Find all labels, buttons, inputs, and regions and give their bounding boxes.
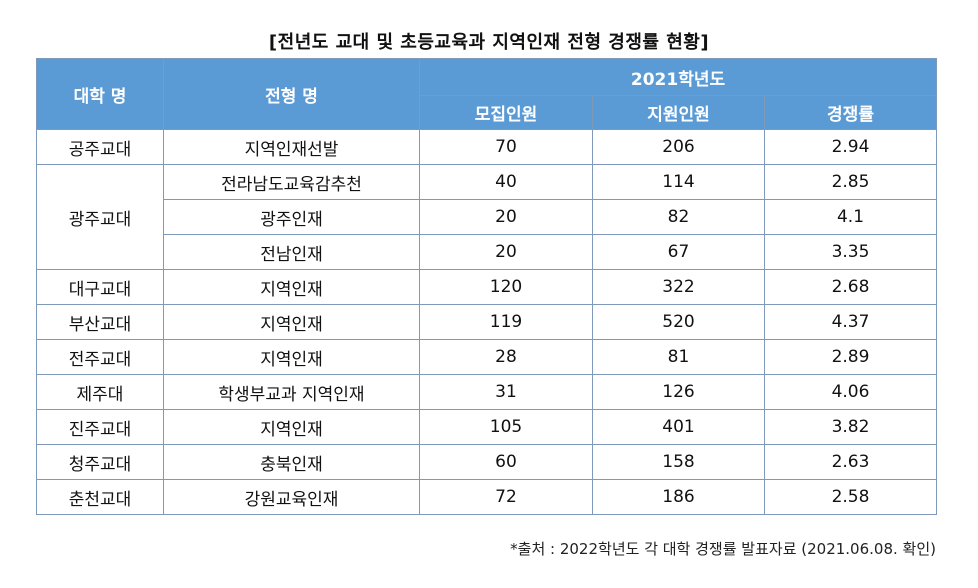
- cell-admission-type: 전남인재: [163, 234, 420, 270]
- table-row: 광주교대 전라남도교육감추천 40 114 2.85: [36, 164, 938, 270]
- cell-recruit: 105: [419, 409, 593, 445]
- header-admission-type: 전형 명: [163, 58, 420, 130]
- cell-admission-type: 학생부교과 지역인재: [163, 374, 420, 410]
- cell-ratio: 3.82: [763, 409, 938, 445]
- cell-applicants: 82: [592, 199, 765, 235]
- cell-applicants: 126: [592, 374, 765, 410]
- cell-recruit: 70: [419, 129, 593, 165]
- table-row: 대구교대 지역인재 120 322 2.68: [36, 269, 938, 305]
- cell-university: 제주대: [36, 374, 164, 410]
- cell-admission-type: 충북인재: [163, 444, 420, 480]
- cell-university: 청주교대: [36, 444, 164, 480]
- cell-admission-type: 전라남도교육감추천: [163, 164, 420, 200]
- table-title: [전년도 교대 및 초등교육과 지역인재 전형 경쟁률 현황]: [268, 32, 710, 53]
- cell-recruit: 120: [419, 269, 593, 305]
- table-row: 공주교대 지역인재선발 70 206 2.94: [36, 129, 938, 165]
- header-row-top: 대학 명 전형 명 2021학년도: [36, 58, 938, 130]
- cell-applicants: 186: [592, 479, 765, 515]
- cell-university: 전주교대: [36, 339, 164, 375]
- cell-ratio: 4.37: [763, 304, 938, 340]
- header-row-sub: 모집인원 지원인원 경쟁률: [37, 95, 938, 130]
- cell-university: 광주교대: [36, 164, 164, 270]
- cell-admission-type: 광주인재: [163, 199, 420, 235]
- header-university: 대학 명: [36, 58, 164, 130]
- table-row: 진주교대 지역인재 105 401 3.82: [36, 409, 938, 445]
- source-note: *출처 : 2022학년도 각 대학 경쟁률 발표자료 (2021.06.08.…: [510, 540, 936, 558]
- cell-ratio: 2.89: [763, 339, 938, 375]
- cell-applicants: 322: [592, 269, 765, 305]
- competition-rate-table: 대학 명 전형 명 2021학년도 모집인원 지원인원 경쟁률 공주교대 지역인…: [36, 58, 938, 515]
- cell-admission-type: 지역인재: [163, 304, 420, 340]
- table-row: 전주교대 지역인재 28 81 2.89: [36, 339, 938, 375]
- header-year-group: 2021학년도: [418, 58, 938, 96]
- cell-applicants: 81: [592, 339, 765, 375]
- cell-applicants: 206: [592, 129, 765, 165]
- cell-ratio: 4.06: [763, 374, 938, 410]
- cell-admission-type: 지역인재: [163, 409, 420, 445]
- table-row: 전남인재 20 67 3.35: [37, 234, 938, 270]
- cell-ratio: 3.35: [763, 234, 938, 270]
- cell-ratio: 2.58: [763, 479, 938, 515]
- cell-applicants: 158: [592, 444, 765, 480]
- header-recruit: 모집인원: [419, 95, 593, 130]
- cell-university: 대구교대: [36, 269, 164, 305]
- cell-admission-type: 지역인재: [163, 269, 420, 305]
- cell-university: 부산교대: [36, 304, 164, 340]
- cell-applicants: 520: [592, 304, 765, 340]
- cell-recruit: 31: [419, 374, 593, 410]
- cell-ratio: 4.1: [763, 199, 938, 235]
- cell-recruit: 20: [419, 234, 593, 270]
- cell-ratio: 2.68: [763, 269, 938, 305]
- cell-ratio: 2.85: [763, 164, 938, 200]
- table-row: 청주교대 충북인재 60 158 2.63: [36, 444, 938, 480]
- cell-recruit: 60: [419, 444, 593, 480]
- cell-applicants: 401: [592, 409, 765, 445]
- cell-admission-type: 지역인재: [163, 339, 420, 375]
- cell-ratio: 2.94: [763, 129, 938, 165]
- table-row: 춘천교대 강원교육인재 72 186 2.58: [36, 479, 938, 515]
- cell-university: 공주교대: [36, 129, 164, 165]
- table-row: 제주대 학생부교과 지역인재 31 126 4.06: [36, 374, 938, 410]
- table-row: 부산교대 지역인재 119 520 4.37: [36, 304, 938, 340]
- header-ratio: 경쟁률: [763, 95, 938, 130]
- cell-ratio: 2.63: [763, 444, 938, 480]
- cell-recruit: 72: [419, 479, 593, 515]
- cell-recruit: 40: [419, 164, 593, 200]
- cell-applicants: 67: [592, 234, 765, 270]
- cell-university: 춘천교대: [36, 479, 164, 515]
- cell-admission-type: 강원교육인재: [163, 479, 420, 515]
- cell-recruit: 28: [419, 339, 593, 375]
- cell-recruit: 119: [419, 304, 593, 340]
- header-applicants: 지원인원: [592, 95, 765, 130]
- table-row: 광주인재 20 82 4.1: [37, 199, 938, 235]
- cell-recruit: 20: [419, 199, 593, 235]
- cell-admission-type: 지역인재선발: [163, 129, 420, 165]
- cell-applicants: 114: [592, 164, 765, 200]
- cell-university: 진주교대: [36, 409, 164, 445]
